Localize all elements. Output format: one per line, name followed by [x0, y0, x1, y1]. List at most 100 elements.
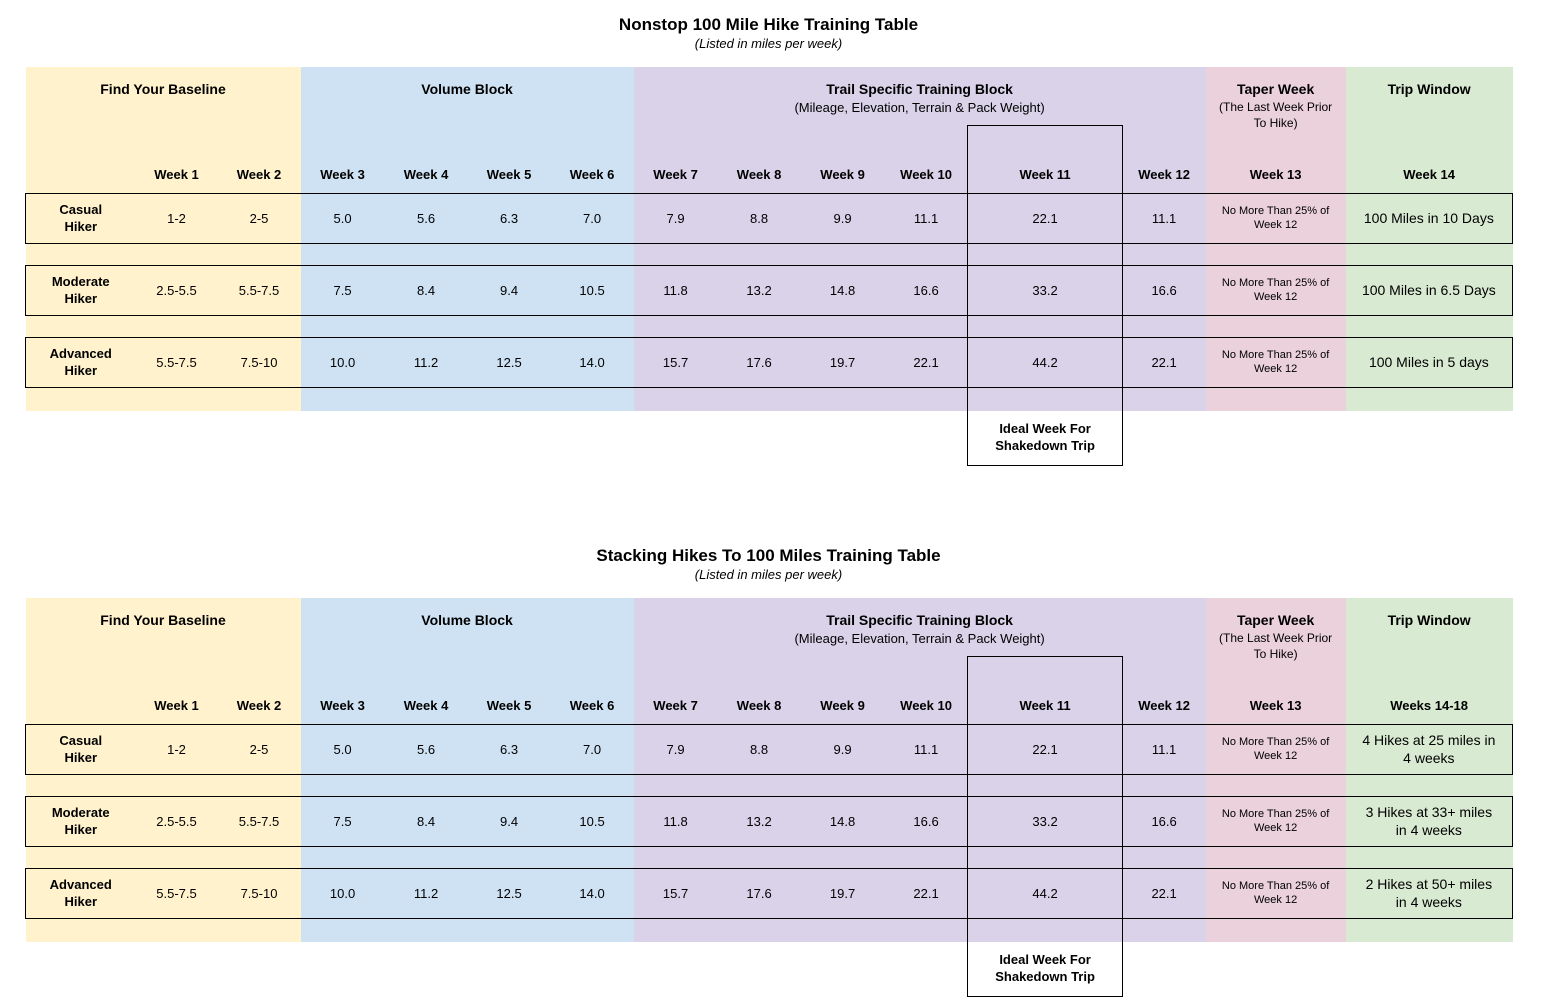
- mileage-cell: 7.5-10: [217, 336, 301, 388]
- mileage-cell: 9.9: [800, 723, 885, 775]
- mileage-cell: 11.1: [1122, 723, 1206, 775]
- trip-window-cell: 100 Miles in 5 days: [1345, 336, 1514, 388]
- mileage-cell: 22.1: [1122, 867, 1206, 919]
- week-header: Week 9: [800, 688, 885, 724]
- mileage-cell: 7.5: [300, 795, 385, 847]
- empty-cell: [26, 942, 968, 994]
- empty-cell: [1123, 411, 1513, 463]
- group-header-row: Find Your Baseline Volume Block Trail Sp…: [25, 67, 1513, 157]
- mileage-cell: 10.0: [300, 867, 385, 919]
- advanced-hiker-row: Advanced Hiker 5.5-7.5 7.5-10 10.0 11.2 …: [25, 867, 1514, 919]
- mileage-cell: 7.0: [550, 723, 634, 775]
- mileage-cell: 10.0: [300, 336, 385, 388]
- mileage-cell: 5.5-7.5: [135, 336, 218, 388]
- casual-hiker-row: Casual Hiker 1-2 2-5 5.0 5.6 6.3 7.0 7.9…: [25, 192, 1514, 244]
- week-header: Week 5: [467, 688, 551, 724]
- advanced-hiker-row: Advanced Hiker 5.5-7.5 7.5-10 10.0 11.2 …: [25, 336, 1514, 388]
- week-header: Week 2: [217, 157, 301, 193]
- mileage-cell: 15.7: [633, 867, 718, 919]
- mileage-cell: 8.4: [384, 795, 468, 847]
- mileage-cell: 13.2: [717, 264, 801, 316]
- week-header: Week 13: [1205, 688, 1346, 724]
- trip-group-header: Trip Window: [1345, 598, 1513, 688]
- week-header: Week 8: [717, 157, 801, 193]
- mileage-cell: 11.1: [884, 192, 968, 244]
- mileage-cell: 6.3: [467, 723, 551, 775]
- trip-group-title: Trip Window: [1387, 81, 1471, 97]
- mileage-cell-week11: 22.1: [967, 723, 1123, 775]
- mileage-cell: 9.4: [467, 795, 551, 847]
- table-subtitle: (Listed in miles per week): [694, 36, 843, 51]
- spacer-row: [25, 846, 1513, 868]
- taper-group-title: Taper Week: [1236, 81, 1315, 97]
- mileage-cell: 8.8: [717, 192, 801, 244]
- mileage-cell: 19.7: [800, 336, 885, 388]
- mileage-cell-week11: 33.2: [967, 264, 1123, 316]
- week-header: Week 12: [1122, 688, 1206, 724]
- week-header: Week 6: [550, 688, 634, 724]
- moderate-hiker-row: Moderate Hiker 2.5-5.5 5.5-7.5 7.5 8.4 9…: [25, 264, 1514, 316]
- shakedown-row: Ideal Week For Shakedown Trip: [26, 942, 1513, 994]
- week-header: Week 7: [633, 157, 718, 193]
- mileage-cell: 15.7: [633, 336, 718, 388]
- mileage-cell: 11.2: [384, 867, 468, 919]
- taper-note-cell: No More Than 25% of Week 12: [1205, 867, 1346, 919]
- mileage-cell: 14.0: [550, 336, 634, 388]
- hiker-label: Advanced Hiker: [25, 336, 136, 388]
- table-subtitle: (Listed in miles per week): [694, 567, 843, 582]
- table-title: Nonstop 100 Mile Hike Training Table: [618, 15, 919, 34]
- week-header: Week 4: [384, 157, 468, 193]
- mileage-cell: 11.8: [633, 795, 718, 847]
- hiker-label: Moderate Hiker: [25, 264, 136, 316]
- trail-group-title: Trail Specific Training Block: [826, 612, 1013, 628]
- mileage-cell: 22.1: [884, 336, 968, 388]
- trail-group-title: Trail Specific Training Block: [826, 81, 1013, 97]
- bottom-band-row: [25, 387, 1513, 411]
- spacer-row: [25, 243, 1513, 265]
- hiker-label: Advanced Hiker: [25, 867, 136, 919]
- mileage-cell: 11.2: [384, 336, 468, 388]
- mileage-cell: 5.5-7.5: [217, 795, 301, 847]
- shakedown-row: Ideal Week For Shakedown Trip: [26, 411, 1513, 463]
- training-table: Find Your Baseline Volume Block Trail Sp…: [25, 598, 1514, 994]
- baseline-group-header: Find Your Baseline: [25, 598, 301, 688]
- trail-group-subtitle: (Mileage, Elevation, Terrain & Pack Weig…: [794, 631, 1045, 646]
- taper-note-cell: No More Than 25% of Week 12: [1205, 264, 1346, 316]
- week-header: Week 5: [467, 157, 551, 193]
- shakedown-note: Ideal Week For Shakedown Trip: [995, 952, 1095, 984]
- empty-cell: [26, 411, 968, 463]
- volume-group-header: Volume Block: [300, 598, 634, 688]
- volume-group-title: Volume Block: [421, 81, 513, 97]
- trip-window-cell: 2 Hikes at 50+ miles in 4 weeks: [1345, 867, 1514, 919]
- mileage-cell: 17.6: [717, 336, 801, 388]
- mileage-cell-week11: 33.2: [967, 795, 1123, 847]
- week-header: Week 2: [217, 688, 301, 724]
- hiker-label: Casual Hiker: [25, 192, 136, 244]
- mileage-cell: 5.5-7.5: [135, 867, 218, 919]
- trail-group-subtitle: (Mileage, Elevation, Terrain & Pack Weig…: [794, 100, 1045, 115]
- mileage-cell: 7.9: [633, 192, 718, 244]
- trip-window-cell: 100 Miles in 6.5 Days: [1345, 264, 1514, 316]
- week-header: Week 1: [135, 157, 218, 193]
- mileage-cell-week11: 22.1: [967, 192, 1123, 244]
- baseline-group-header: Find Your Baseline: [25, 67, 301, 157]
- trip-window-cell: 3 Hikes at 33+ miles in 4 weeks: [1345, 795, 1514, 847]
- week-header: Week 7: [633, 688, 718, 724]
- shakedown-note: Ideal Week For Shakedown Trip: [995, 421, 1095, 453]
- group-header-row: Find Your Baseline Volume Block Trail Sp…: [25, 598, 1513, 688]
- trip-group-title: Trip Window: [1387, 612, 1471, 628]
- week-header: Week 14: [1345, 157, 1513, 193]
- week-header-row: Week 1 Week 2 Week 3 Week 4 Week 5 Week …: [25, 688, 1513, 724]
- mileage-cell: 11.1: [884, 723, 968, 775]
- nonstop-table-section: Nonstop 100 Mile Hike Training Table (Li…: [0, 14, 1514, 466]
- taper-note-cell: No More Than 25% of Week 12: [1205, 795, 1346, 847]
- table-title: Stacking Hikes To 100 Miles Training Tab…: [596, 546, 941, 565]
- mileage-cell: 7.5-10: [217, 867, 301, 919]
- taper-note-cell: No More Than 25% of Week 12: [1205, 723, 1346, 775]
- mileage-cell: 1-2: [135, 192, 218, 244]
- mileage-cell: 5.0: [300, 192, 385, 244]
- week-header: Week 8: [717, 688, 801, 724]
- week-header: Week 10: [884, 157, 968, 193]
- volume-group-header: Volume Block: [300, 67, 634, 157]
- taper-note-cell: No More Than 25% of Week 12: [1205, 192, 1346, 244]
